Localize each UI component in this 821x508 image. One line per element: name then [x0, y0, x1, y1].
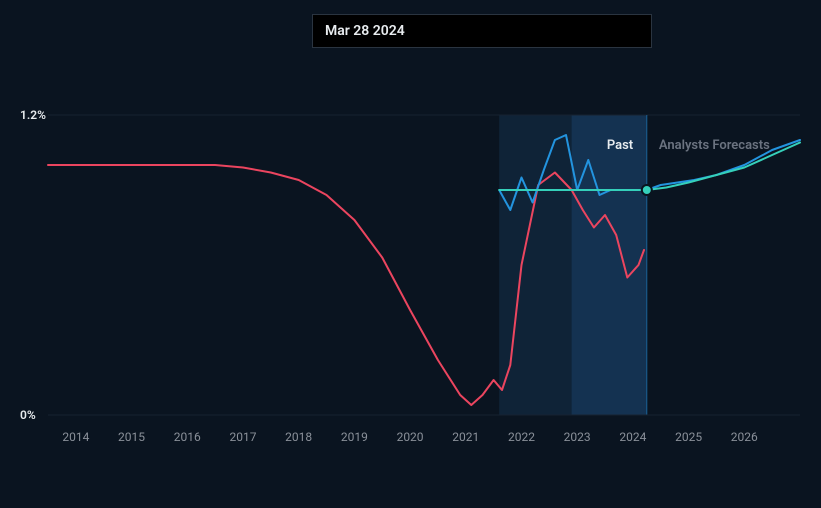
x-tick-label: 2017 — [229, 430, 256, 444]
x-tick-label: 2019 — [341, 430, 368, 444]
forecast-label: Analysts Forecasts — [659, 138, 770, 153]
x-tick-label: 2023 — [564, 430, 591, 444]
tooltip-date: Mar 28 2024 — [313, 15, 651, 47]
past-label: Past — [607, 138, 633, 153]
x-tick-label: 2016 — [174, 430, 201, 444]
x-tick-label: 2022 — [508, 430, 535, 444]
y-tick-label: 1.2% — [20, 108, 46, 122]
x-tick-label: 2020 — [397, 430, 424, 444]
x-tick-label: 2021 — [452, 430, 479, 444]
x-tick-label: 2025 — [675, 430, 702, 444]
x-tick-label: 2024 — [619, 430, 646, 444]
x-tick-label: 2015 — [118, 430, 145, 444]
x-tick-label: 2014 — [62, 430, 89, 444]
chart-tooltip: Mar 28 2024 — [312, 14, 652, 48]
y-tick-label: 0% — [20, 408, 36, 422]
x-tick-label: 2026 — [731, 430, 758, 444]
dividend-chart: 1.2% 0% 2014 2015 2016 2017 2018 2019 2020 2021 2… — [0, 0, 821, 508]
x-tick-label: 2018 — [285, 430, 312, 444]
